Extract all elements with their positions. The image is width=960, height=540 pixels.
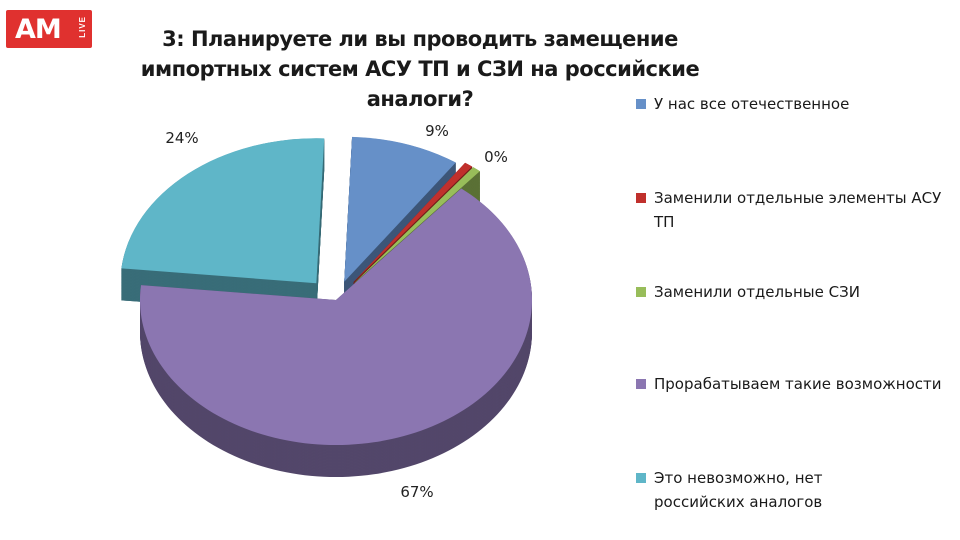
pie-tops (121, 136, 533, 446)
pie-slice-label: 24% (165, 129, 198, 147)
pie-slice-top (354, 167, 480, 283)
legend-label: Это невозможно, нет российских аналогов (654, 469, 823, 511)
pie-slice-label: 0% (484, 148, 508, 166)
pie-slice-top (121, 138, 325, 284)
legend-label: Прорабатываем такие возможности (654, 375, 942, 393)
logo-text: AM (15, 13, 62, 45)
legend-item-exploring: Прорабатываем такие возможности (636, 372, 946, 396)
legend-label: У нас все отечественное (654, 95, 850, 113)
legend-swatch (636, 473, 646, 483)
chart-title: 3: Планируете ли вы проводить замещение … (140, 27, 700, 111)
amlive-logo: AM LIVE (6, 10, 92, 48)
legend-swatch (636, 379, 646, 389)
legend-item-domestic: У нас все отечественное (636, 92, 946, 116)
legend-swatch (636, 99, 646, 109)
legend-swatch (636, 193, 646, 203)
pie-slice-top (353, 162, 473, 283)
pie-slice-label: 9% (425, 122, 449, 140)
pie-slice-label: 67% (400, 483, 433, 501)
legend-item-replaced-szi: Заменили отдельные СЗИ (636, 280, 946, 304)
legend-label: Заменили отдельные элементы АСУ ТП (654, 189, 942, 231)
pie-slice-top (344, 136, 456, 282)
legend-swatch (636, 287, 646, 297)
pie-slice-top (139, 188, 533, 446)
pie-labels: 9% 0% 67% 24% (165, 122, 508, 501)
legend-item-impossible: Это невозможно, нет российских аналогов (636, 466, 906, 514)
legend-label: Заменили отдельные СЗИ (654, 283, 860, 301)
legend-item-replaced-acs: Заменили отдельные элементы АСУ ТП (636, 186, 946, 234)
